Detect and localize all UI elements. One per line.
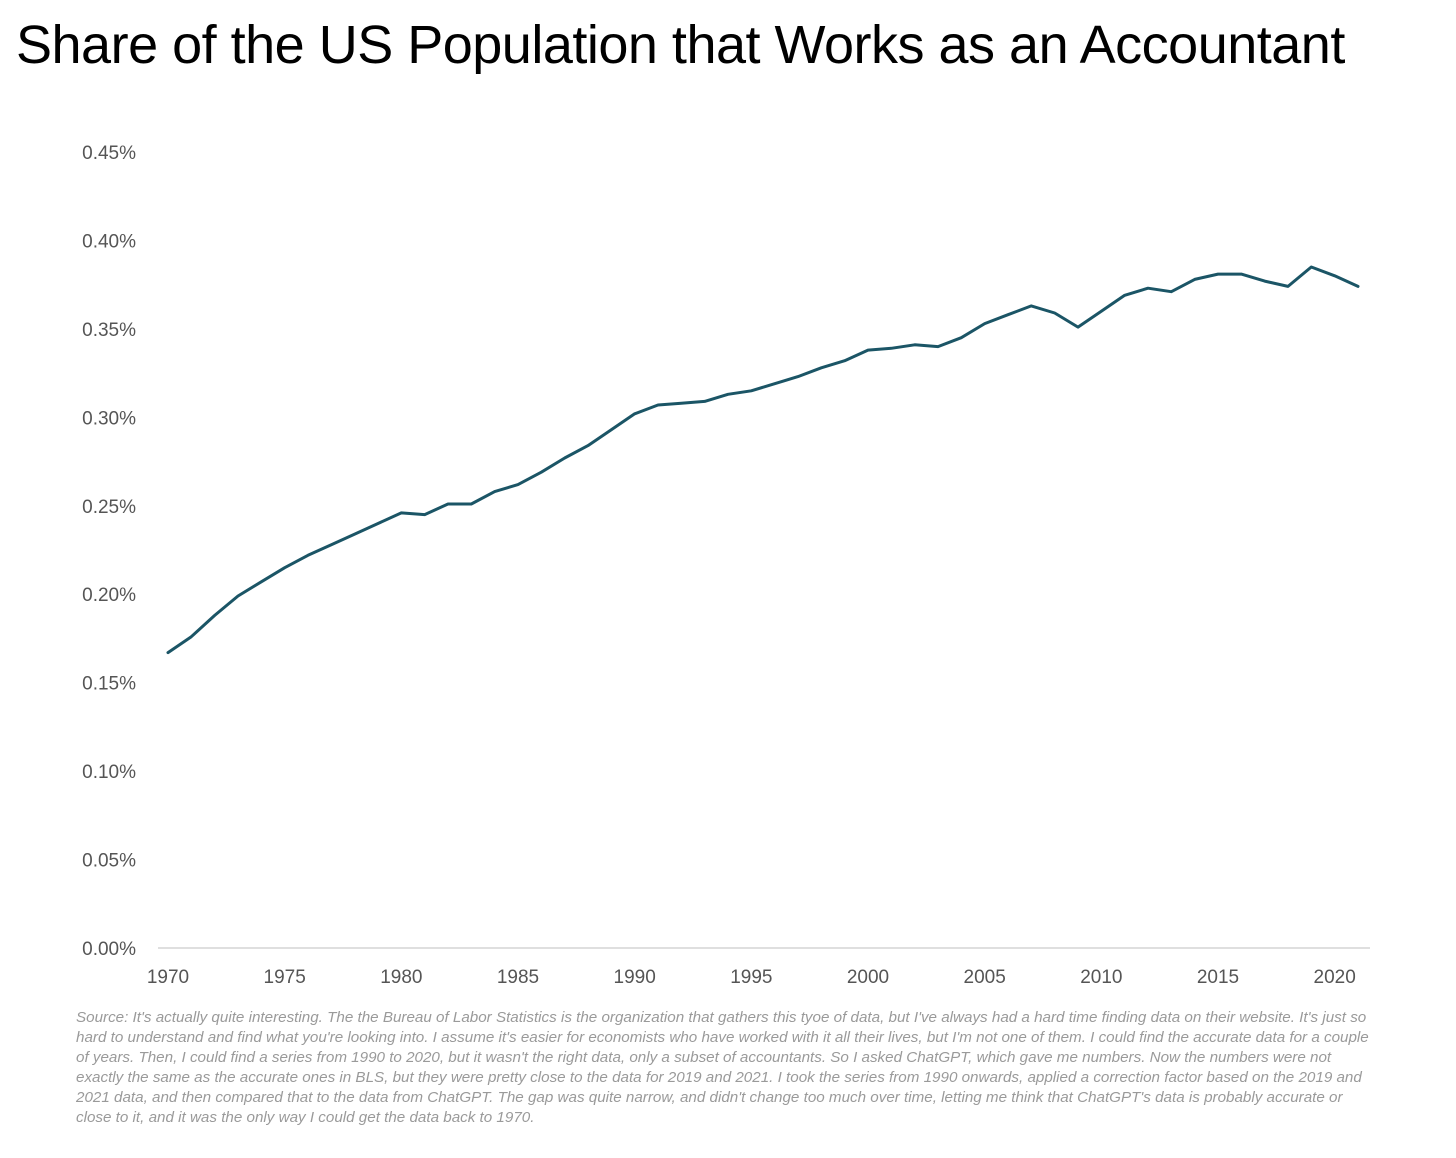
y-tick-label: 0.25% <box>82 497 136 518</box>
y-tick-label: 0.30% <box>82 408 136 429</box>
y-tick-label: 0.05% <box>82 851 136 872</box>
series-line <box>166 265 1360 655</box>
x-tick-label: 1985 <box>497 967 539 988</box>
x-tick-label: 2000 <box>847 967 889 988</box>
line-chart: 0.00% 0.05% 0.10% 0.15% 0.20% 0.25% 0.30% 0.35%… <box>82 143 1370 988</box>
y-tick-label: 0.10% <box>82 762 136 783</box>
x-tick-label: 1970 <box>147 967 189 988</box>
x-tick-label: 2005 <box>964 967 1006 988</box>
x-tick-label: 1990 <box>614 967 656 988</box>
y-tick-label: 0.40% <box>82 231 136 252</box>
x-tick-label: 2010 <box>1080 967 1122 988</box>
series-layer <box>166 265 1360 655</box>
source-note: Source: It's actually quite interesting.… <box>76 1009 1369 1126</box>
y-tick-label: 0.20% <box>82 585 136 606</box>
x-tick-label: 1980 <box>380 967 422 988</box>
x-tick-label: 2020 <box>1314 967 1356 988</box>
y-tick-label: 0.15% <box>82 674 136 695</box>
x-tick-label: 2015 <box>1197 967 1239 988</box>
x-tick-label: 1975 <box>264 967 306 988</box>
y-tick-label: 0.00% <box>82 939 136 960</box>
chart-title: Share of the US Population that Works as… <box>16 15 1345 75</box>
x-tick-label: 1995 <box>730 967 772 988</box>
x-axis-ticks: 1970 1975 1980 1985 1990 1995 2000 2005 2010 2015… <box>147 967 1356 988</box>
y-tick-label: 0.45% <box>82 143 136 164</box>
y-axis-ticks: 0.00% 0.05% 0.10% 0.15% 0.20% 0.25% 0.30% 0.35%… <box>82 143 136 960</box>
y-tick-label: 0.35% <box>82 320 136 341</box>
